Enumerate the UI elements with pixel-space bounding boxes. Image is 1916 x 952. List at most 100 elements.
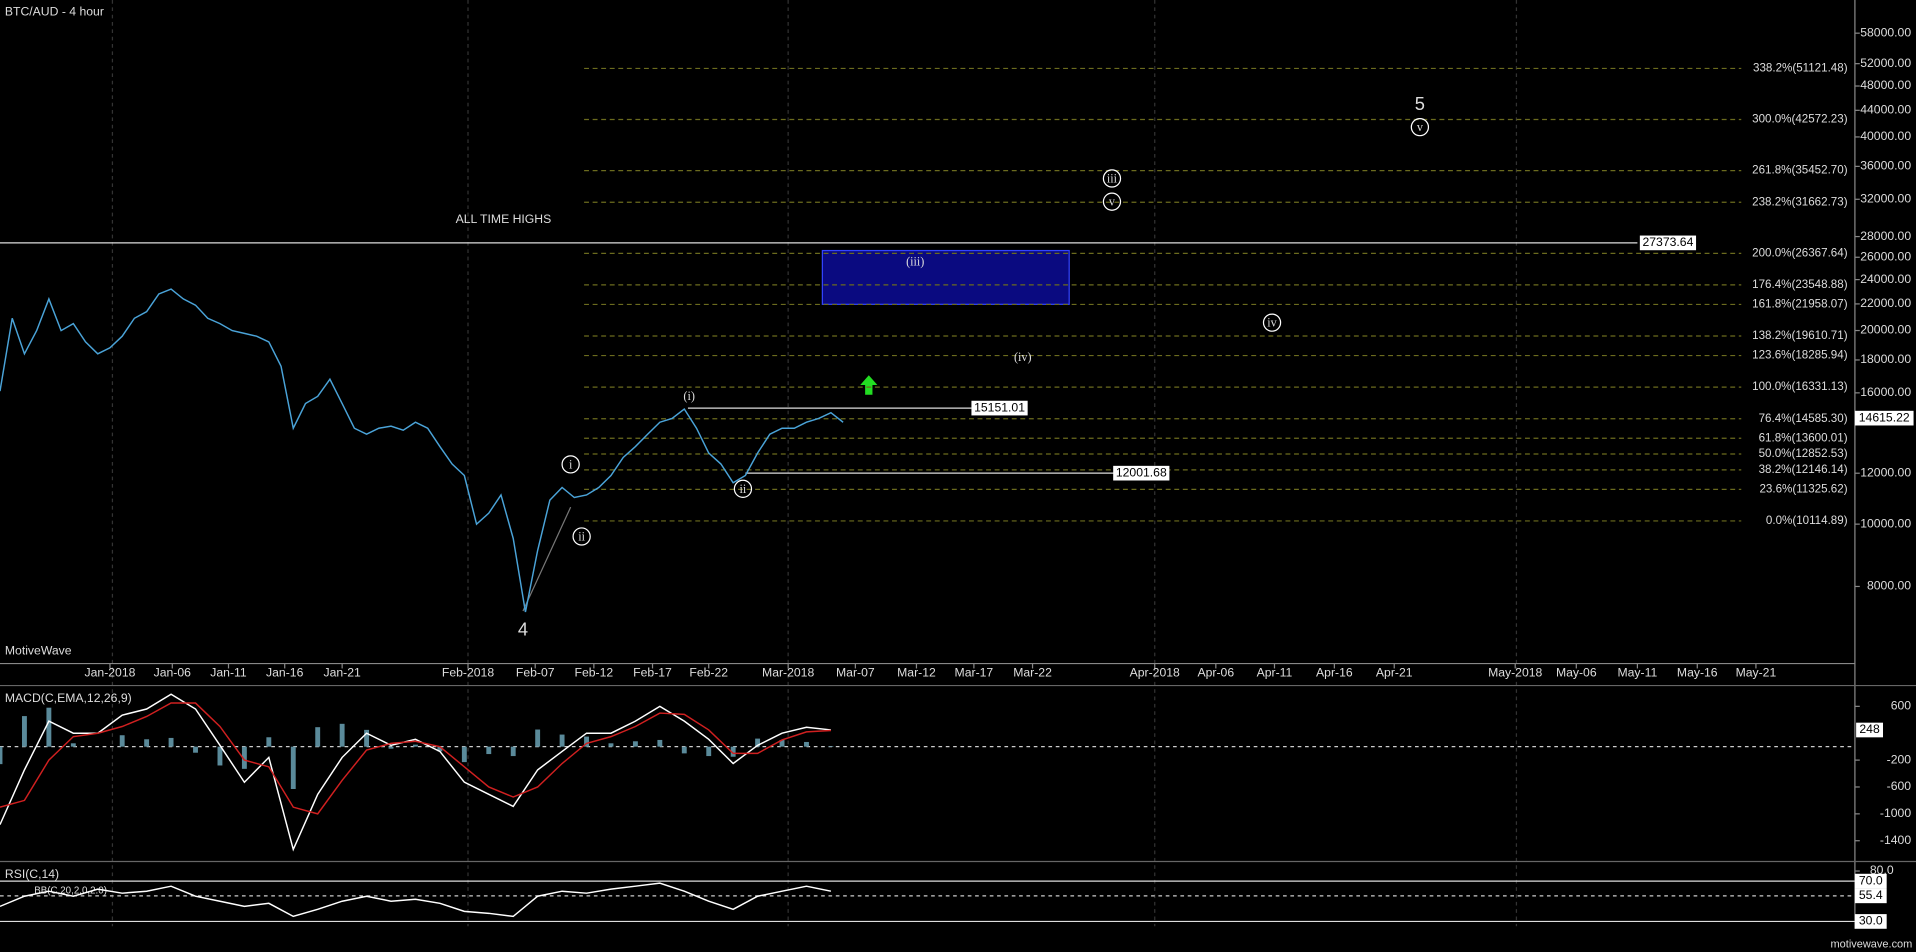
x-tick-label: May-16: [1677, 666, 1718, 680]
price-tag: [1854, 873, 1887, 889]
wave-label: (i): [683, 389, 695, 403]
wave-label: 4: [518, 618, 528, 639]
wave-label: (iv): [1014, 350, 1032, 364]
y-tick-label: 600: [1891, 699, 1912, 713]
wave-label: 5: [1415, 93, 1425, 114]
macd-histogram: [608, 743, 614, 747]
fib-label: 161.8%(21958.07): [1752, 298, 1848, 311]
x-tick-label: May-21: [1736, 666, 1777, 680]
y-tick-label: 28000.00: [1860, 229, 1911, 243]
y-tick-label: 26000.00: [1860, 249, 1911, 263]
fib-label: 0.0%(10114.89): [1766, 514, 1848, 527]
macd-histogram: [339, 723, 345, 747]
wave-label: (iii): [906, 255, 924, 269]
y-tick-label: 58000.00: [1860, 25, 1911, 39]
series-line: [0, 882, 832, 918]
x-tick-label: Apr-21: [1376, 666, 1413, 680]
macd-histogram: [364, 729, 370, 747]
macd-histogram: [461, 746, 467, 763]
y-tick-label: 48000.00: [1860, 78, 1911, 92]
grid: [111, 0, 1518, 927]
macd-histogram: [21, 716, 27, 747]
fib-label: 23.6%(11325.62): [1759, 482, 1847, 495]
macd-histogram: [266, 737, 272, 747]
macd-histogram: [681, 746, 687, 754]
x-tick-label: Jan-06: [154, 666, 192, 680]
fib-label: 76.4%(14585.30): [1759, 412, 1848, 425]
wave-label: v: [1417, 120, 1424, 134]
chart-title: BTC/AUD - 4 hour: [5, 4, 104, 18]
fib-label: 338.2%(51121.48): [1753, 61, 1848, 74]
macd-histogram: [119, 735, 125, 747]
wave-circle: [733, 479, 753, 498]
price-tag: [971, 400, 1028, 416]
macd-histogram: [559, 734, 565, 747]
price-tag: [1113, 465, 1170, 481]
x-tick-label: Apr-06: [1198, 666, 1235, 680]
macd-histogram: [535, 729, 541, 747]
x-tick-label: May-11: [1617, 666, 1657, 680]
y-tick-label: 40000.00: [1860, 129, 1911, 143]
macd-histogram: [217, 746, 223, 766]
macd-histogram: [413, 744, 418, 747]
macd-histogram: [779, 739, 785, 747]
price-tag-label: 14615.22: [1859, 410, 1910, 424]
macd-histogram: [510, 746, 516, 757]
y-tick-label: -200: [1887, 752, 1912, 766]
bb-title: BB(C,20,2.0,2.0): [34, 885, 107, 896]
y-tick-label: -1000: [1880, 806, 1911, 820]
series-line: [0, 693, 831, 852]
y-tick-label: -600: [1887, 779, 1912, 793]
y-tick-label: 32000.00: [1860, 191, 1911, 205]
price-tag: [1854, 914, 1887, 929]
fib-label: 200.0%(26367.64): [1752, 246, 1848, 259]
wave-label: ii: [578, 530, 585, 544]
x-tick-label: Mar-22: [1013, 666, 1052, 680]
y-tick-label: 22000.00: [1860, 296, 1911, 310]
price-tag-label: 70.0: [1859, 873, 1883, 887]
x-tick-label: Mar-17: [955, 666, 994, 680]
annotation: ALL TIME HIGHS: [456, 212, 552, 226]
x-tick-label: Jan-16: [266, 666, 304, 680]
macd-histogram: [632, 741, 638, 747]
price-tag-label: 55.4: [1859, 888, 1883, 902]
macd-histogram: [144, 739, 150, 747]
x-tick-label: May-06: [1556, 666, 1597, 680]
macd-histogram: [241, 746, 247, 769]
price-tag: [1854, 410, 1914, 426]
x-tick-label: May-2018: [1488, 666, 1542, 680]
fib-label: 50.0%(12852.53): [1759, 447, 1848, 460]
wave-circle: [1102, 192, 1122, 211]
y-tick-label: -1400: [1880, 833, 1911, 847]
fib-label: 176.4%(23548.88): [1752, 278, 1848, 291]
price-tag-label: 27373.64: [1642, 235, 1693, 249]
x-tick-label: Jan-2018: [85, 666, 136, 680]
macd-histogram: [290, 746, 296, 789]
price-tag: [1856, 722, 1884, 738]
y-tick-label: 36000.00: [1860, 159, 1911, 173]
macd-histogram: [388, 746, 394, 749]
price-tag: [1854, 888, 1887, 904]
x-tick-label: Feb-12: [575, 666, 614, 680]
price-tag-label: 30.0: [1859, 914, 1883, 928]
wave-circle: [1262, 313, 1282, 332]
x-tick-label: Mar-12: [897, 666, 936, 680]
target-box: [821, 249, 1070, 305]
y-tick-label: 10000.00: [1860, 516, 1911, 530]
fib-label: 138.2%(19610.71): [1752, 329, 1848, 342]
fib-label: 100.0%(16331.13): [1752, 380, 1848, 393]
x-tick-label: Apr-2018: [1130, 666, 1180, 680]
wave-label: v: [1109, 195, 1116, 209]
fib-label: 61.8%(13600.01): [1759, 431, 1848, 444]
wave-label: i: [569, 457, 573, 471]
macd-histogram: [315, 727, 321, 747]
series-line: [0, 288, 844, 613]
wave-label: iii: [1107, 171, 1118, 185]
y-tick-label: 44000.00: [1860, 103, 1911, 117]
x-tick-label: Apr-11: [1257, 666, 1293, 680]
fib-label: 300.0%(42572.23): [1752, 113, 1848, 126]
x-tick-label: Apr-16: [1316, 666, 1353, 680]
macd-histogram: [584, 736, 589, 747]
macd-title: MACD(C,EMA,12,26,9): [5, 691, 132, 705]
